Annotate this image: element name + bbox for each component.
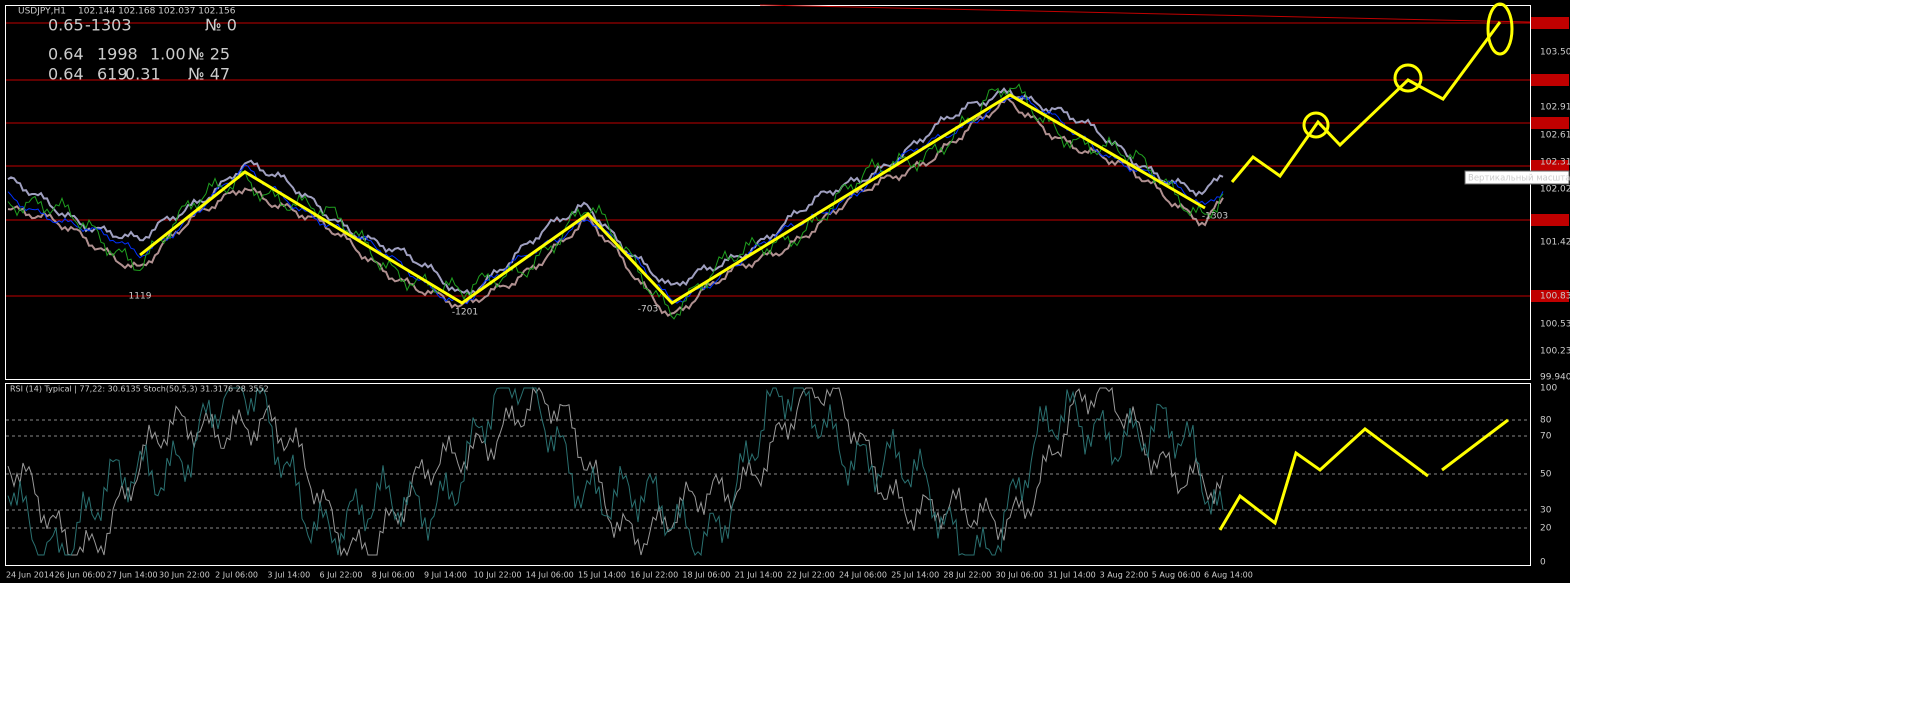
- price-label: 102.020: [1540, 185, 1570, 195]
- time-label: 5 Aug 06:00: [1152, 571, 1201, 580]
- rsi-label: 30: [1540, 506, 1552, 516]
- zigzag-label: 1119: [129, 292, 152, 302]
- time-label: 31 Jul 14:00: [1048, 571, 1096, 580]
- time-label: 3 Jul 14:00: [267, 571, 310, 580]
- rsi-label: 80: [1540, 416, 1552, 426]
- zigzag-label: -1201: [452, 308, 478, 318]
- time-label: 3 Aug 22:00: [1100, 571, 1149, 580]
- rsi-label: 50: [1540, 470, 1552, 480]
- stat: 0.64: [48, 65, 84, 84]
- time-label: 9 Jul 14:00: [424, 571, 467, 580]
- price-label: 100.535: [1540, 320, 1570, 330]
- stat: -1303: [85, 16, 132, 35]
- time-label: 10 Jul 22:00: [474, 571, 522, 580]
- price-label: 100.235: [1540, 347, 1570, 357]
- stat: № 47: [188, 65, 230, 84]
- price-label: 102.615: [1540, 131, 1570, 141]
- zigzag-label: -703: [638, 305, 658, 315]
- time-label: 8 Jul 06:00: [372, 571, 415, 580]
- price-label: 101.425: [1540, 238, 1570, 248]
- rsi-label: 20: [1540, 524, 1552, 534]
- time-label: 6 Jul 22:00: [320, 571, 363, 580]
- price-label: 100.835: [1540, 292, 1570, 302]
- stat: № 0: [205, 16, 237, 35]
- rsi-label: 0: [1540, 558, 1546, 568]
- time-label: 18 Jul 06:00: [682, 571, 730, 580]
- time-label: 24 Jun 2014: [6, 571, 54, 580]
- rsi: [7, 386, 1224, 557]
- price-label: 103.505: [1540, 48, 1570, 58]
- time-label: 30 Jul 06:00: [996, 571, 1044, 580]
- price-label: 99.940: [1540, 373, 1570, 383]
- zigzag-label: -1303: [1202, 212, 1228, 222]
- time-label: 16 Jul 22:00: [630, 571, 678, 580]
- stat: № 25: [188, 45, 230, 64]
- stat: 0.65: [48, 16, 84, 35]
- zigzag: [139, 2, 1514, 531]
- background: [0, 0, 1570, 583]
- indicator-title: RSI (14) Typical | 77,22: 30.6135 Stoch(…: [10, 385, 269, 394]
- price-label: 102.315: [1540, 158, 1570, 168]
- stat: 0.31: [125, 65, 161, 84]
- rsi-label: 100: [1540, 384, 1557, 394]
- level-tags: [1531, 17, 1569, 302]
- time-label: 15 Jul 14:00: [578, 571, 626, 580]
- time-label: 24 Jul 06:00: [839, 571, 887, 580]
- price-label: 102.910: [1540, 103, 1570, 113]
- time-label: 26 Jun 06:00: [55, 571, 106, 580]
- terminal-chart: USDJPY,H1 102.144 102.168 102.037 102.156…: [0, 0, 1570, 583]
- time-label: 2 Jul 06:00: [215, 571, 258, 580]
- quote: 102.144 102.168 102.037 102.156: [78, 7, 236, 17]
- time-label: 21 Jul 14:00: [735, 571, 783, 580]
- time-label: 30 Jun 22:00: [159, 571, 210, 580]
- stat: 1.00: [150, 45, 186, 64]
- time-label: 14 Jul 06:00: [526, 571, 574, 580]
- stat: 0.64: [48, 45, 84, 64]
- tooltip-box: [1464, 170, 1570, 185]
- rsi-label: 70: [1540, 432, 1552, 442]
- time-label: 6 Aug 14:00: [1204, 571, 1253, 580]
- time-label: 27 Jun 14:00: [107, 571, 158, 580]
- stat: 619: [97, 65, 128, 84]
- symbol: USDJPY,H1: [18, 7, 66, 17]
- tooltip: Вертикальный масштаб: [1468, 174, 1570, 184]
- levels: [6, 4, 1531, 297]
- time-label: 28 Jul 22:00: [943, 571, 991, 580]
- cloud: [7, 95, 1224, 317]
- time-label: 25 Jul 14:00: [891, 571, 939, 580]
- time-label: 22 Jul 22:00: [787, 571, 835, 580]
- stat: 1998: [97, 45, 138, 64]
